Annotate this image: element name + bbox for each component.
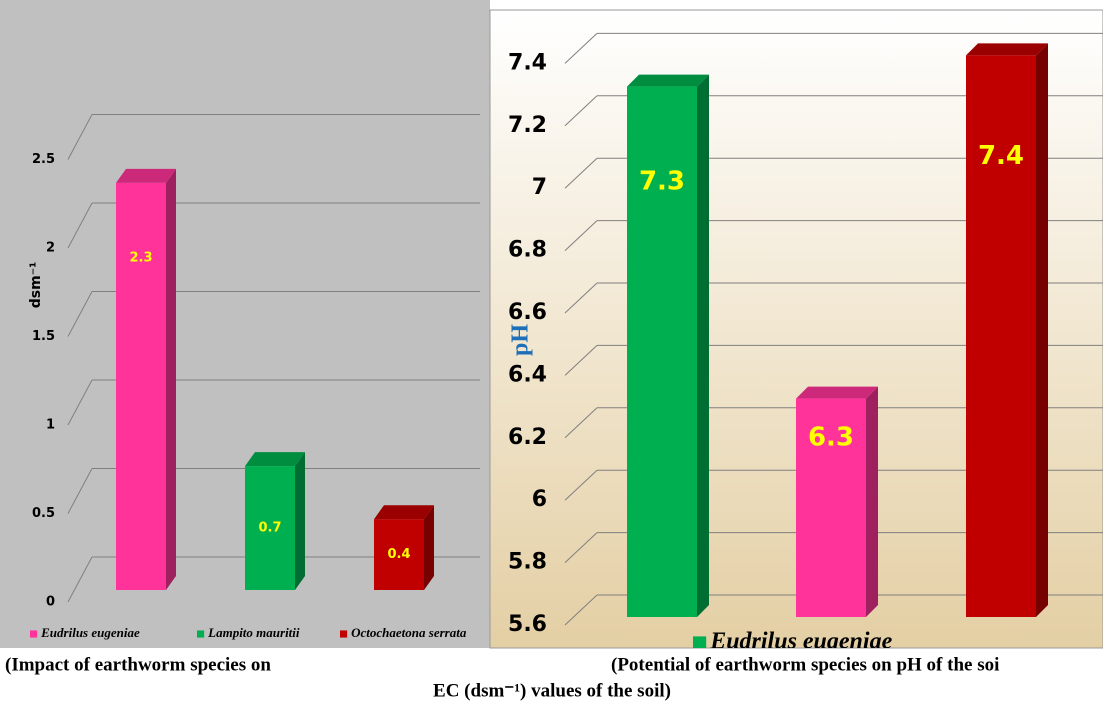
bar — [374, 519, 424, 590]
y-tick-label: 1.5 — [32, 329, 55, 344]
legend-swatch — [197, 630, 205, 638]
bar-top — [796, 386, 878, 399]
grid-line — [564, 282, 598, 314]
legend-swatch — [693, 636, 707, 648]
bar-side — [295, 452, 305, 590]
grid-line — [67, 202, 93, 249]
left-chart: 0 0.5 1 1.5 2 2.5 dsm⁻¹ 2.3 0.7 0.4 Eudrilus eugen… — [28, 114, 480, 640]
grid-line — [564, 345, 598, 376]
y-tick-label: 2 — [46, 241, 55, 256]
bar-side — [866, 386, 878, 617]
data-label: 7.4 — [978, 141, 1024, 171]
bar-top — [627, 74, 709, 87]
legend-label: Lampito mauritii — [207, 625, 300, 640]
y-axis-label: pH — [508, 324, 534, 356]
legend-label: Octochaetona serrata — [351, 625, 467, 640]
y-tick-label: 7.2 — [508, 113, 547, 138]
grid-line — [564, 407, 598, 439]
grid-line — [564, 95, 598, 127]
y-tick-label: 0 — [46, 595, 55, 610]
bar — [796, 398, 866, 617]
bar-side — [166, 168, 176, 590]
y-tick-label: 5.8 — [508, 550, 547, 575]
bar-top — [116, 168, 176, 183]
bar — [245, 466, 295, 590]
bar-top — [966, 43, 1048, 56]
grid-line — [564, 469, 598, 501]
y-tick-label: 7 — [532, 175, 547, 200]
y-tick-label: 6 — [532, 487, 547, 512]
grid-line — [564, 33, 598, 64]
grid-line — [67, 114, 93, 160]
y-tick-label: 5.6 — [508, 612, 547, 637]
legend-swatch — [340, 630, 348, 638]
caption: (Potential of earthworm species on pH of… — [611, 654, 999, 675]
bar-top — [374, 505, 434, 520]
caption: EC (dsm⁻¹) values of the soil) — [433, 680, 671, 701]
data-label: 2.3 — [129, 250, 152, 265]
data-label: 0.4 — [387, 547, 410, 562]
data-label: 7.3 — [639, 167, 685, 197]
right-chart: 5.6 5.8 6 6.2 6.4 6.6 6.8 7 7.2 7.4 pH 7.3 6.3 7.4 Eud… — [508, 32, 1103, 655]
grid-line — [564, 220, 598, 251]
bar-top — [245, 452, 305, 467]
data-label: 0.7 — [258, 521, 281, 536]
bar — [627, 86, 697, 618]
y-tick-label: 6.8 — [508, 238, 547, 263]
y-tick-label: 6.2 — [508, 425, 547, 450]
y-tick-label: 6.4 — [508, 362, 547, 387]
grid-line — [67, 291, 93, 337]
y-tick-label: 2.5 — [32, 152, 55, 167]
legend-label: Eudrilus eugeniae — [709, 629, 892, 655]
grid-line — [67, 468, 93, 514]
bar-side — [1036, 43, 1048, 617]
bar-side — [424, 505, 434, 590]
y-tick-label: 6.6 — [508, 300, 547, 325]
y-tick-label: 7.4 — [508, 50, 547, 75]
caption: (Impact of earthworm species on — [5, 654, 271, 675]
grid-line — [564, 594, 598, 626]
bar — [966, 55, 1036, 617]
legend-swatch — [30, 630, 38, 638]
legend-label: Eudrilus eugeniae — [40, 625, 140, 640]
bar-side — [697, 74, 709, 618]
y-axis-label: dsm⁻¹ — [28, 262, 44, 308]
grid-line — [564, 157, 598, 189]
grid-line — [67, 556, 93, 603]
bar — [116, 182, 166, 590]
grid-line — [67, 379, 93, 426]
grid-line — [564, 532, 598, 563]
data-label: 6.3 — [808, 422, 854, 452]
y-tick-label: 0.5 — [32, 506, 55, 521]
y-tick-label: 1 — [46, 418, 55, 433]
